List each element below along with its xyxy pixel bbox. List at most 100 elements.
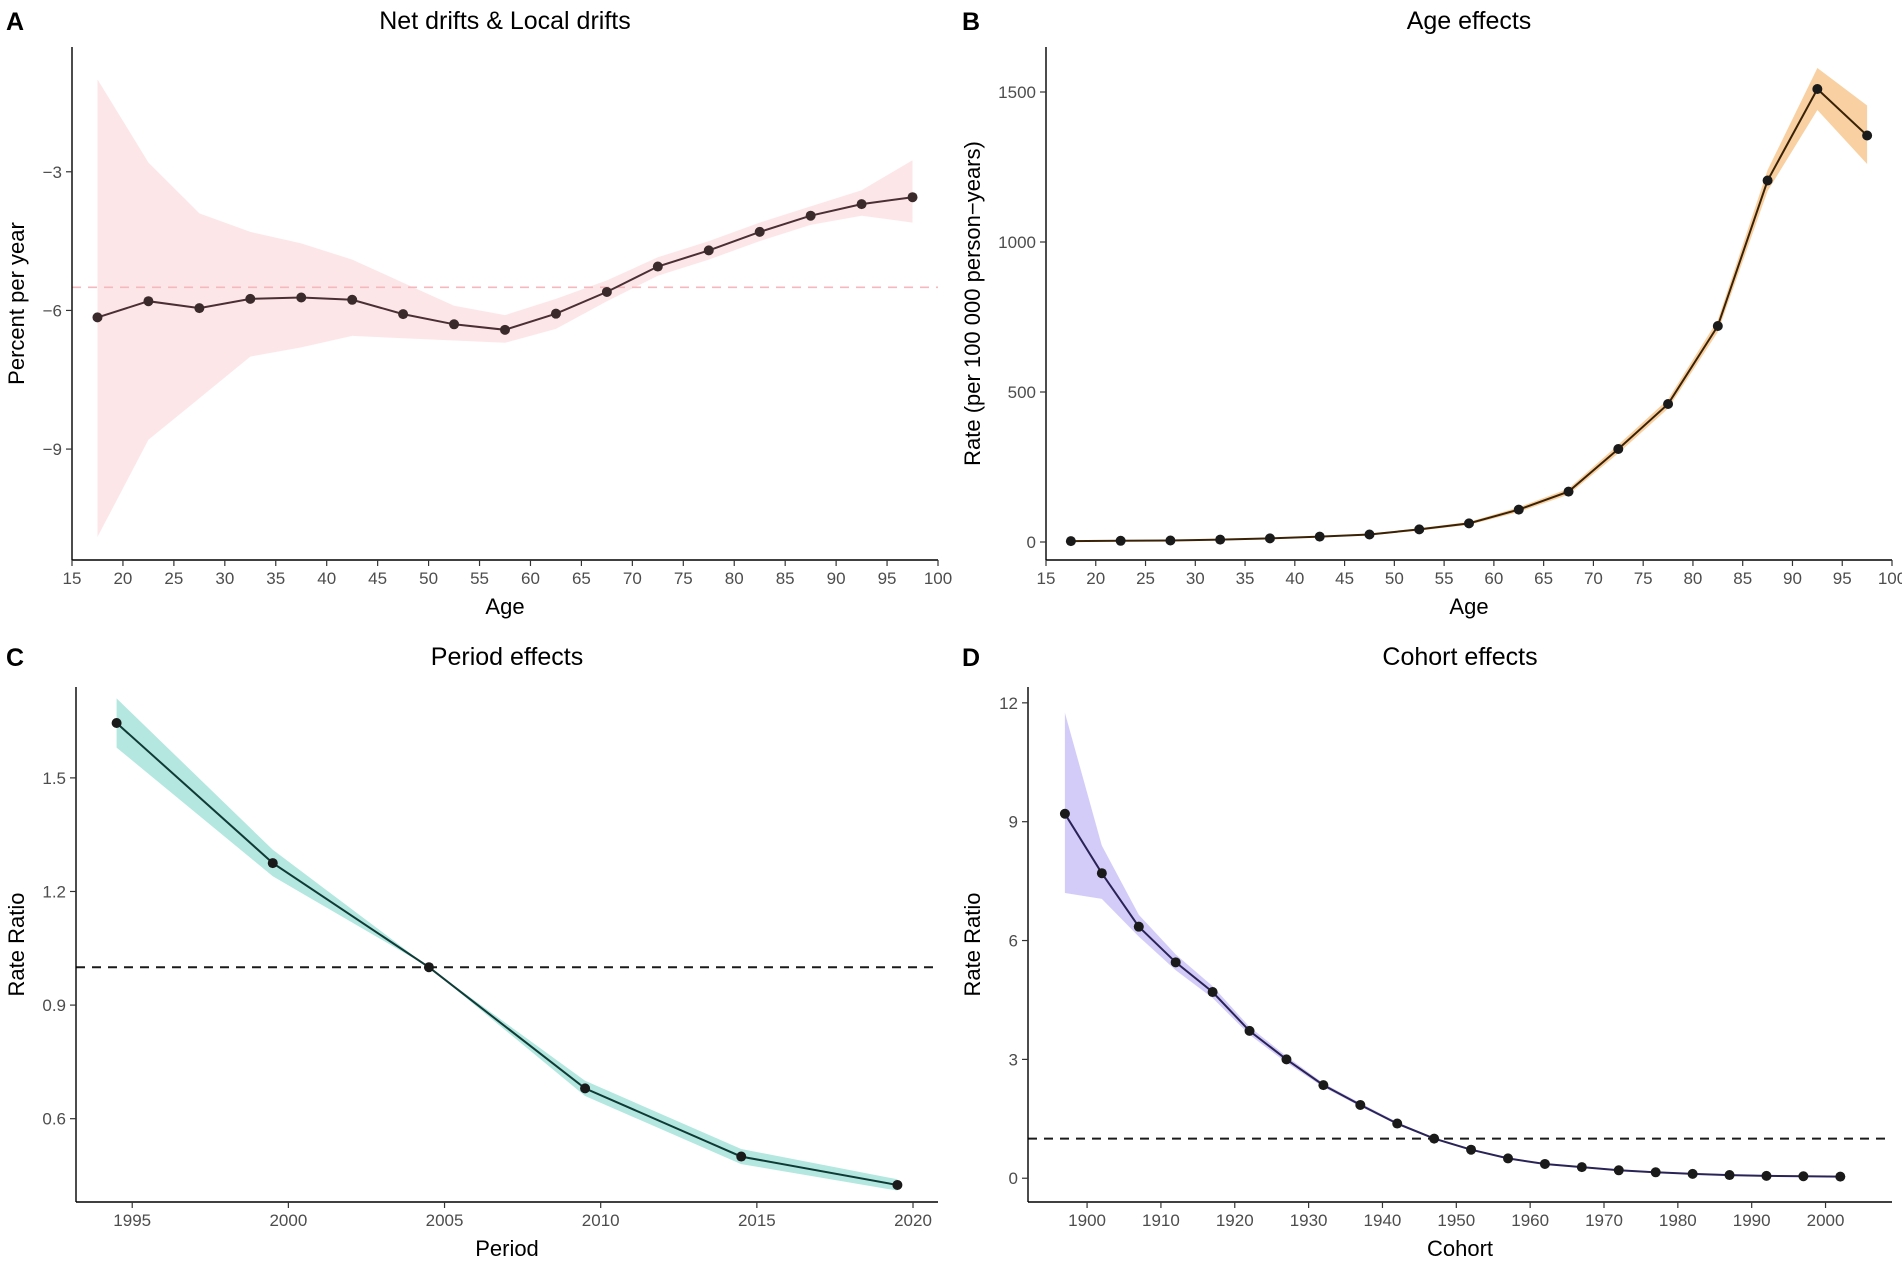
panel-c-data-point bbox=[111, 717, 122, 728]
panel-a-data-point bbox=[347, 294, 358, 305]
panel-d-data-point bbox=[1798, 1171, 1809, 1182]
panel-d-data-point bbox=[1650, 1167, 1661, 1178]
panel-b-y-tick-label: 1500 bbox=[998, 83, 1036, 102]
panel-b-x-tick-label: 15 bbox=[1037, 569, 1056, 588]
panel-d-data-point bbox=[1613, 1165, 1624, 1176]
panel-d-x-tick-label: 1920 bbox=[1216, 1211, 1254, 1230]
panel-d-x-tick-label: 1910 bbox=[1142, 1211, 1180, 1230]
panel-a-data-point bbox=[194, 303, 205, 314]
panel-b-data-point bbox=[1663, 399, 1674, 409]
panel-d-data-point bbox=[1687, 1168, 1698, 1179]
panel-b-data-point bbox=[1115, 535, 1126, 546]
panel-a-x-tick-label: 85 bbox=[776, 569, 795, 588]
panel-b-data-point bbox=[1563, 486, 1574, 497]
panel-b-x-tick-label: 55 bbox=[1435, 569, 1454, 588]
panel-d-x-tick-label: 1900 bbox=[1068, 1211, 1106, 1230]
panel-a-x-tick-label: 40 bbox=[317, 569, 336, 588]
panel-d-y-tick-label: 3 bbox=[1009, 1050, 1018, 1069]
panel-c-data-point bbox=[736, 1151, 747, 1162]
panel-b-x-axis-title: Age bbox=[1449, 594, 1488, 619]
panel-a-data-point bbox=[92, 312, 103, 323]
panel-b-data-point bbox=[1264, 533, 1275, 544]
panel-b-x-tick-label: 35 bbox=[1236, 569, 1255, 588]
panel-d-x-tick-label: 1960 bbox=[1511, 1211, 1549, 1230]
panel-d-data-point bbox=[1133, 921, 1144, 932]
panel-c-x-tick-label: 2010 bbox=[582, 1211, 620, 1230]
panel-d-data-point bbox=[1835, 1171, 1846, 1182]
panel-b-data-point bbox=[1513, 504, 1524, 515]
panel-a-data-point bbox=[398, 309, 409, 320]
panel-c-y-tick-label: 1.5 bbox=[42, 769, 66, 788]
panel-c-data-point bbox=[267, 858, 278, 869]
panel-b-x-tick-label: 95 bbox=[1833, 569, 1852, 588]
panel-a-data-point bbox=[805, 210, 816, 221]
panel-c-x-tick-label: 2020 bbox=[894, 1211, 932, 1230]
panel-b-data-point bbox=[1165, 535, 1176, 546]
panel-a-data-point bbox=[652, 261, 663, 272]
panel-c-title: Period effects bbox=[431, 643, 583, 671]
panel-d-y-tick-label: 0 bbox=[1009, 1169, 1018, 1188]
panel-d-data-point bbox=[1170, 957, 1181, 968]
panel-b-data-point bbox=[1464, 518, 1474, 529]
panel-b-letter: B bbox=[962, 8, 980, 36]
panel-b-data-point bbox=[1215, 534, 1226, 545]
panel-b-title: Age effects bbox=[1407, 7, 1532, 35]
panel-a-y-tick-label: −3 bbox=[43, 163, 62, 182]
panel-b-ci-band bbox=[1070, 68, 1868, 542]
panel-d-y-tick-label: 9 bbox=[1009, 813, 1018, 832]
panel-c-x-axis-title: Period bbox=[475, 1236, 539, 1259]
panel-a-x-tick-label: 35 bbox=[266, 569, 285, 588]
panel-c-y-axis-title: Rate Ratio bbox=[4, 893, 29, 997]
panel-b-x-tick-label: 100 bbox=[1878, 569, 1902, 588]
panel-d-letter: D bbox=[962, 644, 980, 672]
panel-d-x-tick-label: 1970 bbox=[1585, 1211, 1623, 1230]
panel-a-x-tick-label: 100 bbox=[924, 569, 952, 588]
panel-b-x-tick-label: 70 bbox=[1584, 569, 1603, 588]
panel-c-data-point bbox=[892, 1179, 903, 1190]
panel-d-data-point bbox=[1281, 1054, 1292, 1065]
panel-b-x-tick-label: 65 bbox=[1534, 569, 1553, 588]
panel-d-data-point bbox=[1355, 1099, 1366, 1110]
panel-d-title: Cohort effects bbox=[1382, 643, 1537, 671]
panel-c-series-line bbox=[115, 722, 898, 1186]
panel-d-data-point bbox=[1539, 1158, 1550, 1169]
panel-d-x-tick-label: 1990 bbox=[1733, 1211, 1771, 1230]
panel-a-data-point bbox=[245, 293, 256, 304]
panel-a: A Net drifts & Local drifts 15 20 25 30 35 40 45… bbox=[4, 7, 952, 619]
panel-d-data-point bbox=[1392, 1118, 1403, 1129]
panel-b-data-point bbox=[1862, 130, 1873, 141]
panel-b-y-tick-label: 1000 bbox=[998, 233, 1036, 252]
panel-d: D Cohort effects 1900 1910 1920 1930 1940 1950 1… bbox=[960, 643, 1892, 1261]
panel-a-data-point bbox=[500, 324, 510, 335]
panel-d-y-axis-title: Rate Ratio bbox=[960, 893, 985, 997]
panel-b-x-tick-label: 20 bbox=[1086, 569, 1105, 588]
panel-d-data-point bbox=[1244, 1025, 1255, 1036]
panel-d-data-point bbox=[1576, 1162, 1587, 1173]
panel-c-x-tick-label: 1995 bbox=[113, 1211, 151, 1230]
panel-c-x-tick-label: 2005 bbox=[426, 1211, 464, 1230]
panel-d-data-point bbox=[1096, 868, 1107, 879]
panel-a-x-tick-label: 60 bbox=[521, 569, 540, 588]
panel-d-data-point bbox=[1724, 1170, 1735, 1181]
panel-b-y-tick-label: 500 bbox=[1008, 383, 1036, 402]
panel-c-ci-band bbox=[116, 698, 898, 1191]
panel-b: B Age effects 15 20 25 30 35 40 45 50 55 60 65 70 75 80… bbox=[960, 7, 1902, 619]
panel-a-letter: A bbox=[6, 8, 24, 36]
panel-d-data-point bbox=[1761, 1170, 1772, 1181]
panel-b-y-axis-title: Rate (per 100 000 person−years) bbox=[960, 141, 985, 466]
panel-a-y-tick-label: −9 bbox=[43, 440, 62, 459]
panel-a-y-axis-title: Percent per year bbox=[4, 222, 29, 385]
panel-a-x-tick-label: 75 bbox=[674, 569, 693, 588]
panel-a-data-point bbox=[703, 245, 714, 256]
panel-b-x-tick-label: 40 bbox=[1285, 569, 1304, 588]
panel-b-data-point bbox=[1414, 524, 1425, 535]
panel-b-x-tick-label: 90 bbox=[1783, 569, 1802, 588]
panel-c-data-point bbox=[580, 1083, 591, 1094]
panel-b-series-line bbox=[1070, 87, 1868, 543]
panel-b-x-tick-label: 60 bbox=[1484, 569, 1503, 588]
panel-a-x-tick-label: 25 bbox=[164, 569, 183, 588]
panel-a-data-point bbox=[449, 319, 460, 330]
panel-d-x-axis-title: Cohort bbox=[1427, 1236, 1493, 1259]
